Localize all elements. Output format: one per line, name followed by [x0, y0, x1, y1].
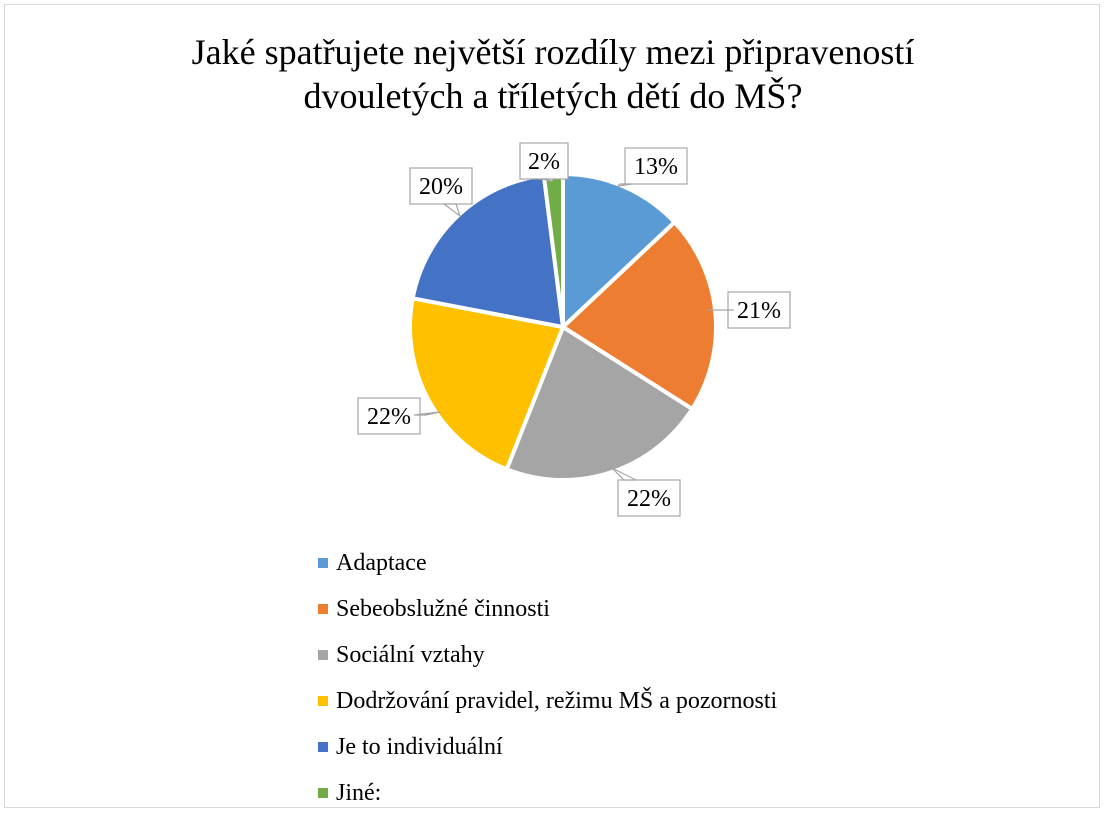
- pie-slice-4: [408, 296, 565, 472]
- legend-swatch-5: [318, 742, 328, 752]
- legend-swatch-1: [318, 558, 328, 568]
- legend-swatch-3: [318, 650, 328, 660]
- chart-title-line-2: dvouletých a tříletých dětí do MŠ?: [303, 76, 803, 116]
- data-label-5: 20%: [409, 167, 473, 218]
- chart-legend: Adaptace Sebeobslužné činnosti Sociální vz…: [318, 540, 1018, 816]
- legend-item-6: Jiné:: [318, 770, 1018, 816]
- chart-title: Jaké spatřujete největší rozdíly mezi př…: [0, 30, 1106, 118]
- data-label-text-2: 21%: [737, 298, 781, 324]
- legend-item-3: Sociální vztahy: [318, 632, 1018, 678]
- pie-slice-3: [504, 325, 695, 482]
- chart-title-line-1: Jaké spatřujete největší rozdíly mezi př…: [191, 32, 915, 72]
- legend-label-4: Dodržování pravidel, režimu MŠ a pozorno…: [336, 687, 778, 714]
- data-label-box-2: [727, 291, 791, 329]
- data-label-box-5: [409, 167, 473, 205]
- pie-slice-1: [561, 172, 677, 329]
- data-label-box-3: [617, 479, 681, 517]
- legend-label-1: Adaptace: [336, 549, 427, 576]
- legend-label-5: Je to individuální: [336, 733, 503, 760]
- legend-item-4: Dodržování pravidel, režimu MŠ a pozorno…: [318, 678, 1018, 724]
- data-label-1: 13%: [616, 147, 688, 187]
- legend-swatch-2: [318, 604, 328, 614]
- legend-label-6: Jiné:: [336, 779, 382, 806]
- data-label-pointer-4: [413, 411, 441, 416]
- data-label-text-3: 22%: [627, 486, 671, 512]
- legend-swatch-6: [318, 788, 328, 798]
- data-label-pointer-6: [541, 178, 556, 182]
- data-label-pointer-3: [611, 467, 637, 481]
- pie-slice-2: [561, 220, 718, 411]
- legend-label-2: Sebeobslužné činnosti: [336, 595, 550, 622]
- legend-item-2: Sebeobslužné činnosti: [318, 586, 1018, 632]
- data-label-box-4: [357, 397, 421, 435]
- data-label-4: 22%: [357, 397, 441, 435]
- legend-label-3: Sociální vztahy: [336, 641, 485, 668]
- data-label-text-6: 2%: [528, 149, 560, 175]
- legend-swatch-4: [318, 696, 328, 706]
- data-label-6: 2%: [519, 142, 569, 182]
- data-label-text-5: 20%: [419, 174, 463, 200]
- legend-item-5: Je to individuální: [318, 724, 1018, 770]
- data-label-3: 22%: [611, 467, 681, 517]
- data-label-text-4: 22%: [367, 404, 411, 430]
- data-label-2: 21%: [708, 291, 791, 329]
- data-label-pointer-5: [442, 203, 462, 218]
- data-label-box-1: [624, 147, 688, 185]
- data-label-pointer-1: [616, 183, 633, 187]
- data-label-text-1: 13%: [634, 154, 678, 180]
- legend-item-1: Adaptace: [318, 540, 1018, 586]
